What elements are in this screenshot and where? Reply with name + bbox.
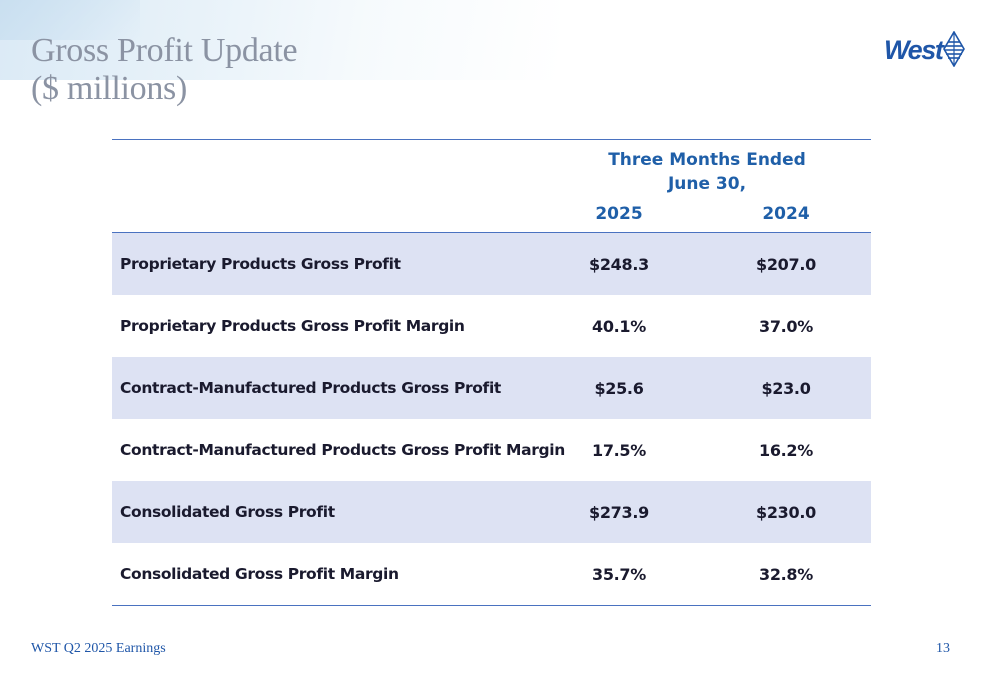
value-2025: 35.7% — [591, 564, 646, 584]
year-header-2025: 2025 — [595, 204, 643, 224]
value-2025: $273.9 — [589, 502, 649, 522]
footer-text: WST Q2 2025 Earnings — [31, 641, 166, 656]
slide-title: Gross Profit Update ($ millions) — [31, 32, 298, 108]
logo-text: West — [884, 34, 944, 65]
value-2025: $25.6 — [594, 378, 644, 398]
slide-title-line2: ($ millions) — [31, 70, 188, 107]
row-label: Contract-Manufactured Products Gross Pro… — [120, 379, 501, 397]
period-header: Three Months Ended June 30, — [582, 148, 832, 196]
value-2025: $248.3 — [589, 254, 649, 274]
period-header-line1: Three Months Ended — [608, 150, 806, 170]
value-2025: 40.1% — [591, 316, 646, 336]
year-header-2024: 2024 — [762, 204, 810, 224]
table-row: Proprietary Products Gross Profit Margin… — [112, 295, 871, 357]
table-row: Consolidated Gross Profit Margin 35.7% 3… — [112, 543, 871, 605]
table-row: Proprietary Products Gross Profit $248.3… — [112, 233, 871, 295]
value-2024: $230.0 — [756, 502, 816, 522]
row-label: Proprietary Products Gross Profit Margin — [120, 317, 465, 335]
slide-title-line1: Gross Profit Update — [31, 32, 298, 69]
table-bottom-rule — [112, 605, 871, 606]
diamond-logo-icon — [943, 31, 966, 67]
value-2024: 32.8% — [758, 564, 813, 584]
value-2025: 17.5% — [591, 440, 646, 460]
gross-profit-table: Three Months Ended June 30, 2025 2024 Pr… — [112, 139, 871, 606]
value-2024: 37.0% — [758, 316, 813, 336]
west-logo: West — [884, 31, 966, 67]
value-2024: $207.0 — [756, 254, 816, 274]
row-label: Proprietary Products Gross Profit — [120, 255, 401, 273]
value-2024: $23.0 — [761, 378, 811, 398]
header-gradient-accent — [0, 0, 140, 40]
row-label: Consolidated Gross Profit — [120, 503, 335, 521]
table-row: Contract-Manufactured Products Gross Pro… — [112, 419, 871, 481]
row-label: Contract-Manufactured Products Gross Pro… — [120, 441, 565, 459]
table-row: Consolidated Gross Profit $273.9 $230.0 — [112, 481, 871, 543]
value-2024: 16.2% — [758, 440, 813, 460]
table-header: Three Months Ended June 30, 2025 2024 — [112, 139, 871, 233]
period-header-line2: June 30, — [667, 174, 747, 194]
page-number: 13 — [936, 641, 950, 656]
row-label: Consolidated Gross Profit Margin — [120, 565, 399, 583]
table-row: Contract-Manufactured Products Gross Pro… — [112, 357, 871, 419]
